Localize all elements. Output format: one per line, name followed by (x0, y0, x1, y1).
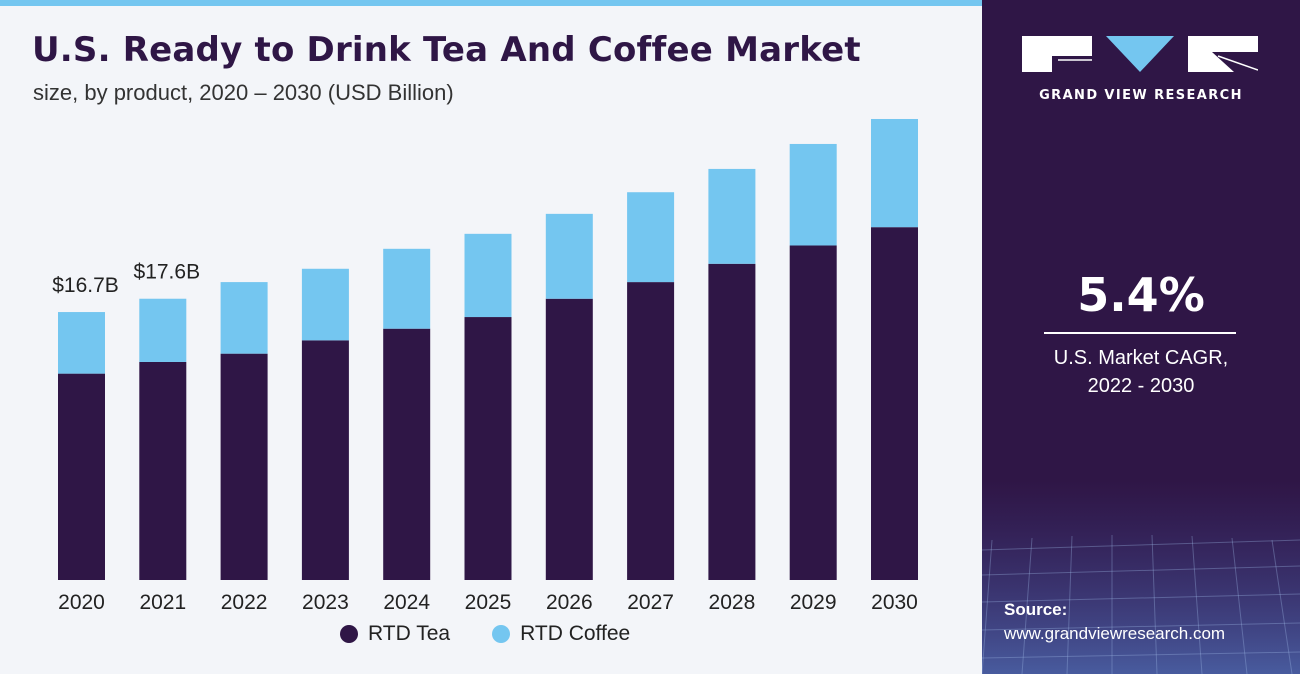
bar-rtd-coffee-2028 (708, 168, 756, 264)
bar-rtd-coffee-2026 (545, 213, 593, 299)
top-accent-line (0, 0, 982, 6)
bar-rtd-coffee-2021 (139, 298, 187, 362)
bar-rtd-tea-2025 (464, 317, 512, 580)
bar-rtd-coffee-2020 (58, 312, 105, 374)
chart-legend: RTD Tea RTD Coffee (340, 622, 672, 646)
source-heading: Source: (1004, 600, 1068, 619)
legend-swatch-rtd-tea (340, 625, 358, 643)
bar-rtd-coffee-2027 (627, 192, 675, 283)
stacked-bar-chart: 2020 2021 2022 2023 2024 2025 2026 2027 2028 2029… (52, 118, 918, 614)
bar-rtd-tea-2026 (545, 298, 593, 580)
x-tick-label-2025: 2025 (465, 591, 512, 614)
x-tick-label-2026: 2026 (546, 591, 593, 614)
chart-title: U.S. Ready to Drink Tea And Coffee Marke… (32, 30, 861, 70)
bar-rtd-tea-2023 (301, 340, 349, 580)
x-tick-label-2021: 2021 (139, 591, 186, 614)
bar-rtd-tea-2030 (871, 227, 918, 580)
bar-rtd-coffee-2024 (383, 248, 431, 329)
side-panel: GRAND VIEW RESEARCH 5.4% U.S. Market CAG… (982, 0, 1300, 674)
bar-rtd-tea-2020 (58, 373, 105, 580)
x-tick-label-2028: 2028 (709, 591, 756, 614)
bar-rtd-tea-2028 (708, 263, 756, 580)
data-label-2021: $17.6B (134, 261, 201, 284)
source-url: www.grandviewresearch.com (1004, 624, 1226, 643)
bar-rtd-coffee-2030 (871, 118, 918, 228)
bar-rtd-coffee-2029 (789, 143, 837, 246)
bar-rtd-tea-2029 (789, 245, 837, 580)
legend-item-rtd-tea: RTD Tea (340, 622, 450, 646)
cagr-value: 5.4% (1077, 268, 1205, 322)
data-label-2020: $16.7B (52, 274, 119, 297)
bar-rtd-coffee-2023 (301, 268, 349, 341)
x-tick-label-2024: 2024 (383, 591, 430, 614)
grid-decoration (982, 480, 1300, 674)
legend-item-rtd-coffee: RTD Coffee (492, 622, 630, 646)
bar-rtd-tea-2022 (220, 353, 268, 580)
cagr-label-line2: 2022 - 2030 (1087, 375, 1195, 397)
chart-subtitle: size, by product, 2020 – 2030 (USD Billi… (33, 80, 454, 105)
grand-view-research-logo (1022, 36, 1258, 72)
cagr-label: U.S. Market CAGR, 2022 - 2030 (982, 344, 1300, 400)
bar-rtd-tea-2027 (627, 282, 675, 580)
cagr-label-line1: U.S. Market CAGR, (1053, 347, 1229, 369)
x-tick-label-2022: 2022 (221, 591, 268, 614)
legend-swatch-rtd-coffee (492, 625, 511, 643)
cagr-divider (1044, 332, 1236, 334)
bar-rtd-coffee-2022 (220, 282, 268, 354)
x-tick-label-2027: 2027 (627, 591, 674, 614)
x-tick-label-2029: 2029 (790, 591, 837, 614)
bar-rtd-tea-2021 (139, 361, 187, 580)
x-tick-label-2020: 2020 (58, 591, 105, 614)
x-tick-label-2030: 2030 (871, 591, 918, 614)
bar-rtd-tea-2024 (383, 328, 431, 580)
legend-label-rtd-coffee: RTD Coffee (520, 622, 631, 645)
legend-label-rtd-tea: RTD Tea (368, 622, 451, 645)
bar-rtd-coffee-2025 (464, 233, 512, 318)
x-tick-label-2023: 2023 (302, 591, 349, 614)
logo-text: GRAND VIEW RESEARCH (1039, 88, 1243, 103)
